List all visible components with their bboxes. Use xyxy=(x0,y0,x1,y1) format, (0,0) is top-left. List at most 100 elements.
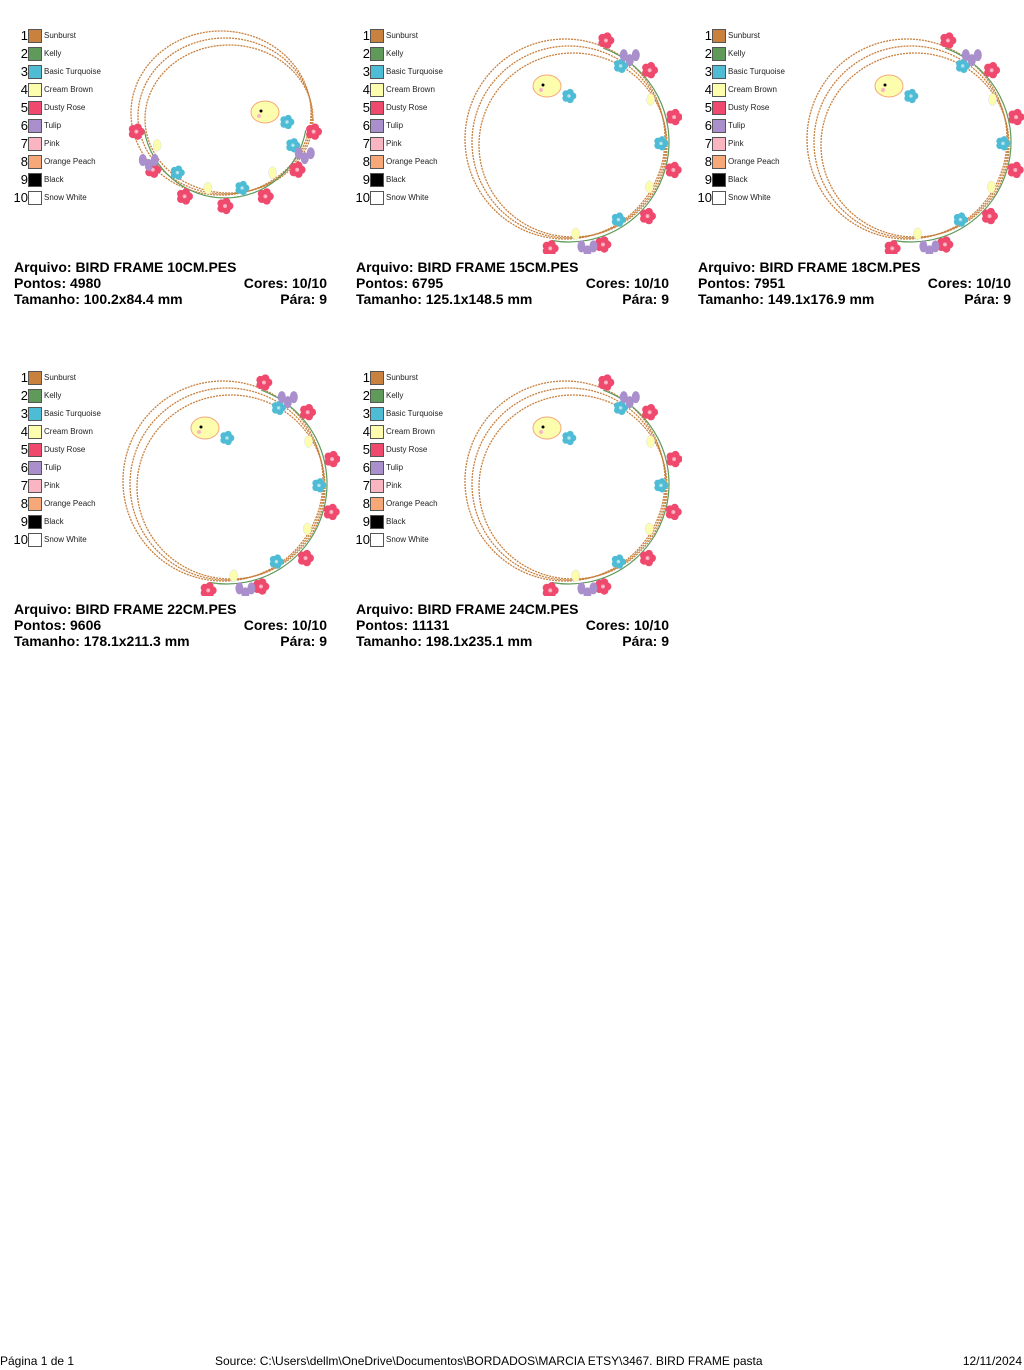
flower xyxy=(953,212,968,227)
color-number: 1 xyxy=(20,370,28,385)
color-number: 10 xyxy=(355,532,370,547)
frame-ring xyxy=(122,380,324,582)
flower xyxy=(598,32,615,49)
tulip-cluster xyxy=(625,396,634,409)
color-number: 8 xyxy=(362,154,370,169)
color-name: Cream Brown xyxy=(44,85,93,94)
color-name: Pink xyxy=(386,139,402,148)
flower xyxy=(542,582,559,596)
design-card: 1 Sunburst 2 Kelly 3 Basic Turquoise 4 Cream Br… xyxy=(10,24,340,354)
frame-ring xyxy=(144,44,314,194)
color-number: 7 xyxy=(362,478,370,493)
color-swatch xyxy=(28,137,42,151)
flower xyxy=(562,88,577,104)
vine xyxy=(893,47,1012,243)
flower xyxy=(177,188,194,205)
stitch-count: Pontos: 7951 xyxy=(698,275,786,291)
color-name: Black xyxy=(728,175,748,184)
tulip-cluster xyxy=(625,54,634,67)
color-name: Pink xyxy=(44,481,60,490)
color-swatch xyxy=(370,47,384,61)
flower xyxy=(996,136,1011,151)
frame-ring xyxy=(129,387,325,581)
color-number: 10 xyxy=(697,190,712,205)
tulip-cluster xyxy=(144,159,153,171)
color-name: Kelly xyxy=(386,391,404,400)
design-info: Arquivo: BIRD FRAME 15CM.PES Pontos: 679… xyxy=(356,259,669,307)
color-swatch xyxy=(370,371,384,385)
color-swatch xyxy=(370,479,384,493)
color-count: Cores: 10/10 xyxy=(243,617,327,633)
design-size: Tamanho: 149.1x176.9 mm xyxy=(698,291,875,307)
color-number: 8 xyxy=(20,496,28,511)
leaf-bud xyxy=(268,166,277,179)
stitch-count: Pontos: 11131 xyxy=(356,617,450,633)
color-number: 10 xyxy=(13,190,28,205)
embroidery-design xyxy=(122,374,340,596)
flower xyxy=(562,430,577,446)
tulip-cluster xyxy=(583,245,592,254)
design-size: Tamanho: 125.1x148.5 mm xyxy=(356,291,533,307)
leaf-bud xyxy=(203,181,213,195)
flower xyxy=(542,240,559,254)
color-number: 9 xyxy=(20,172,28,187)
flower xyxy=(1007,161,1024,179)
flower xyxy=(253,578,270,595)
color-number: 8 xyxy=(362,496,370,511)
flower xyxy=(598,374,615,391)
color-number: 1 xyxy=(20,28,28,43)
color-swatch xyxy=(28,533,42,547)
color-name: Cream Brown xyxy=(386,427,435,436)
tulip-cluster xyxy=(306,147,315,160)
leaf-bud xyxy=(303,522,312,536)
color-name: Dusty Rose xyxy=(44,103,86,112)
color-name: Kelly xyxy=(44,49,62,58)
flower xyxy=(257,188,274,205)
color-swatch xyxy=(28,479,42,493)
tulip-cluster xyxy=(619,391,628,404)
design-preview xyxy=(122,374,340,596)
color-name: Orange Peach xyxy=(386,499,438,508)
color-swatch xyxy=(712,65,726,79)
flower xyxy=(300,404,317,421)
frame-ring xyxy=(136,394,326,580)
tulip-cluster xyxy=(925,245,934,254)
color-name: Kelly xyxy=(386,49,404,58)
stop-count: Pára: 9 xyxy=(280,633,327,649)
bird xyxy=(250,100,280,124)
source-path: Source: C:\Users\dellm\OneDrive\Document… xyxy=(215,1354,763,1368)
flower xyxy=(280,114,295,130)
color-number: 7 xyxy=(704,136,712,151)
color-swatch xyxy=(28,101,42,115)
color-name: Orange Peach xyxy=(728,157,780,166)
color-name: Tulip xyxy=(44,463,62,472)
embroidery-design xyxy=(128,30,323,215)
flower xyxy=(1008,108,1024,126)
flower xyxy=(200,582,217,596)
color-swatch xyxy=(712,137,726,151)
color-count: Cores: 10/10 xyxy=(585,275,669,291)
flower xyxy=(235,180,250,196)
tulip-cluster xyxy=(619,49,628,62)
design-info: Arquivo: BIRD FRAME 24CM.PES Pontos: 111… xyxy=(356,601,669,649)
color-swatch xyxy=(370,533,384,547)
frame-ring xyxy=(130,30,312,196)
color-number: 1 xyxy=(704,28,712,43)
flower xyxy=(297,549,314,567)
tulip-cluster xyxy=(583,587,592,596)
tulip-cluster xyxy=(577,582,586,595)
flower xyxy=(981,207,998,225)
flower xyxy=(654,136,669,151)
color-number: 5 xyxy=(362,100,370,115)
frame-ring xyxy=(137,37,313,195)
color-number: 8 xyxy=(20,154,28,169)
color-number: 4 xyxy=(20,82,28,97)
color-name: Sunburst xyxy=(728,31,761,40)
color-swatch xyxy=(28,191,42,205)
tulip-cluster xyxy=(150,154,159,166)
flower xyxy=(220,430,235,446)
color-swatch xyxy=(370,29,384,43)
design-card: 1 Sunburst 2 Kelly 3 Basic Turquoise 4 Cream Br… xyxy=(352,24,682,354)
tulip-cluster xyxy=(919,240,928,253)
color-swatch xyxy=(370,425,384,439)
